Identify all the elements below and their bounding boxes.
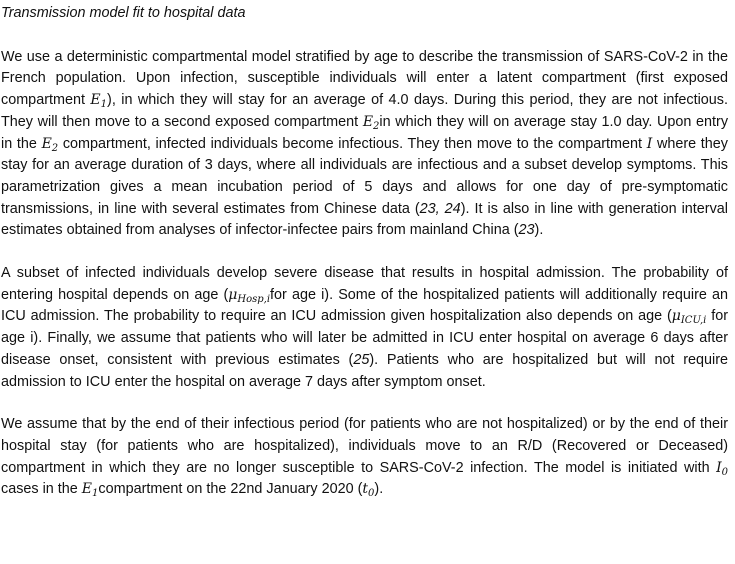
paragraph-model-structure: We use a deterministic compartmental mod…: [1, 47, 728, 242]
text-run: in which they will on average stay 1.0 d…: [1, 113, 729, 152]
citation-ref: 23: [518, 222, 535, 239]
text-run: for age i). Finally, we assume that pati…: [1, 308, 728, 368]
math-mu-icu: μICU,i: [671, 308, 707, 327]
text-run: ), in which they will stay for an averag…: [1, 92, 728, 130]
text-run: ).: [374, 481, 384, 498]
text-run: for age i). Some of the hospitalized pat…: [1, 286, 729, 325]
text-run: compartment on the 22nd January 2020 (: [98, 481, 363, 498]
paragraph-hospitalization: A subset of infected individuals develop…: [1, 263, 728, 393]
text-run: ). Patients who are hospitalized but wil…: [1, 351, 728, 390]
text-run: cases in the: [1, 481, 82, 498]
document-body: Transmission model fit to hospital data …: [1, 5, 728, 501]
citation-ref: 25: [353, 351, 370, 368]
citation-ref: 23, 24: [419, 200, 461, 217]
math-e2: E2: [362, 113, 380, 132]
text-run: compartment, infected individuals become…: [58, 135, 647, 152]
text-run: A subset of infected individuals develop…: [1, 265, 728, 303]
math-i: I: [646, 135, 653, 152]
text-run: ). It is also in line with generation in…: [1, 200, 728, 239]
math-e1: E1: [90, 92, 108, 111]
math-mu-hosp: μHosp,i: [228, 286, 271, 305]
paragraph-recovery: We assume that by the end of their infec…: [1, 414, 728, 501]
math-i0: I0: [716, 459, 728, 478]
math-e1: E1: [81, 481, 99, 500]
text-run: ).: [534, 222, 544, 239]
text-run: where they stay for an average duration …: [1, 135, 729, 217]
math-t0: t0: [362, 481, 375, 500]
math-e2: E2: [41, 135, 59, 154]
text-run: We assume that by the end of their infec…: [1, 416, 728, 476]
section-heading: Transmission model fit to hospital data: [1, 5, 246, 21]
text-run: We use a deterministic compartmental mod…: [1, 48, 728, 109]
